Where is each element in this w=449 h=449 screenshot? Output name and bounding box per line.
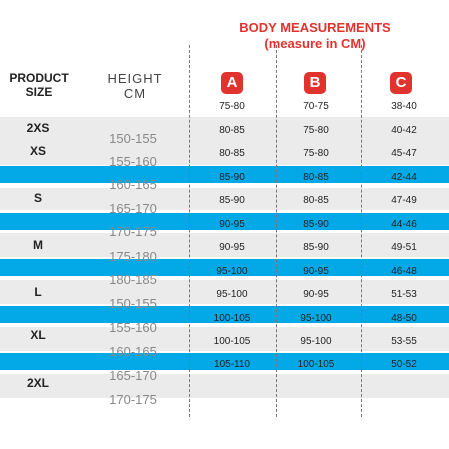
- height-value: 155-160: [109, 154, 157, 169]
- column-c-badge: C: [390, 72, 412, 94]
- column-b-value: 80-85: [303, 172, 329, 183]
- column-c-value: 45-47: [391, 148, 417, 159]
- row-band-gray: [0, 280, 449, 304]
- height-value: 150-155: [109, 296, 157, 311]
- column-divider: [189, 45, 190, 417]
- height-value: 170-175: [109, 392, 157, 407]
- column-c-value: 38-40: [391, 101, 417, 112]
- column-a-value: 85-90: [219, 172, 245, 183]
- column-b-value: 95-100: [300, 336, 332, 347]
- size-label: 2XL: [26, 376, 49, 390]
- height-value: 160-165: [109, 344, 157, 359]
- row-band-blue: [0, 166, 449, 183]
- column-b-value: 90-95: [303, 289, 329, 300]
- column-a-value: 90-95: [219, 242, 245, 253]
- height-value: 160-165: [109, 177, 157, 192]
- column-c-value: 53-55: [391, 336, 417, 347]
- height-value: 170-175: [109, 224, 157, 239]
- size-label: XL: [30, 328, 46, 342]
- row-band-gray: [0, 117, 449, 141]
- row-band-gray: [0, 374, 449, 398]
- column-c-value: 46-48: [391, 266, 417, 277]
- column-c-value: 50-52: [391, 359, 417, 370]
- column-b-value: 90-95: [303, 266, 329, 277]
- size-label: M: [33, 238, 43, 252]
- column-a-value: 100-105: [213, 336, 251, 347]
- column-c-value: 47-49: [391, 195, 417, 206]
- row-band-gray: [0, 141, 449, 165]
- row-band-gray: [0, 233, 449, 257]
- table-subtitle: (measure in CM): [264, 36, 366, 51]
- row-band-blue: [0, 213, 449, 230]
- height-header: HEIGHT: [107, 71, 163, 86]
- column-a-value: 100-105: [213, 313, 251, 324]
- column-b-value: 75-80: [303, 125, 329, 136]
- column-a-value: 80-85: [219, 125, 245, 136]
- column-c-value: 42-44: [391, 172, 417, 183]
- column-c-value: 48-50: [391, 313, 417, 324]
- column-divider: [361, 45, 362, 417]
- column-b-badge: B: [304, 72, 326, 94]
- column-c-value: 40-42: [391, 125, 417, 136]
- column-b-value: 95-100: [300, 313, 332, 324]
- height-value: 150-155: [109, 131, 157, 146]
- size-label: XS: [29, 144, 46, 158]
- size-label: 2XS: [26, 121, 50, 135]
- table-title: BODY MEASUREMENTS: [239, 20, 391, 35]
- column-a-badge: A: [221, 72, 243, 94]
- column-a-value: 75-80: [219, 101, 245, 112]
- column-c-value: 49-51: [391, 242, 417, 253]
- column-c-value: 51-53: [391, 289, 417, 300]
- column-a-value: 105-110: [214, 359, 250, 370]
- column-b-value: 85-90: [303, 219, 329, 230]
- row-band-blue: [0, 353, 449, 370]
- row-band-blue: [0, 259, 449, 276]
- height-header: CM: [123, 86, 147, 101]
- height-value: 180-185: [109, 272, 157, 287]
- column-b-value: 100-105: [297, 359, 335, 370]
- column-b-value: 70-75: [303, 101, 329, 112]
- height-value: 175-180: [109, 249, 157, 264]
- size-label: L: [34, 285, 42, 299]
- column-c-value: 44-46: [391, 219, 417, 230]
- size-label: S: [33, 191, 42, 205]
- column-divider: [276, 45, 277, 417]
- height-value: 165-170: [109, 201, 157, 216]
- height-value: 165-170: [109, 368, 157, 383]
- product-size-header: PRODUCT: [9, 71, 69, 85]
- column-a-value: 85-90: [219, 195, 245, 206]
- product-size-header: SIZE: [25, 85, 53, 99]
- column-b-value: 85-90: [303, 242, 329, 253]
- row-band-blue: [0, 306, 449, 323]
- column-a-value: 90-95: [219, 219, 245, 230]
- row-band-gray: [0, 327, 449, 351]
- column-a-value: 95-100: [216, 266, 248, 277]
- row-band-gray: [0, 188, 449, 210]
- column-a-value: 80-85: [219, 148, 245, 159]
- column-b-value: 75-80: [303, 148, 329, 159]
- column-b-value: 80-85: [303, 195, 329, 206]
- column-a-value: 95-100: [216, 289, 248, 300]
- height-value: 155-160: [109, 320, 157, 335]
